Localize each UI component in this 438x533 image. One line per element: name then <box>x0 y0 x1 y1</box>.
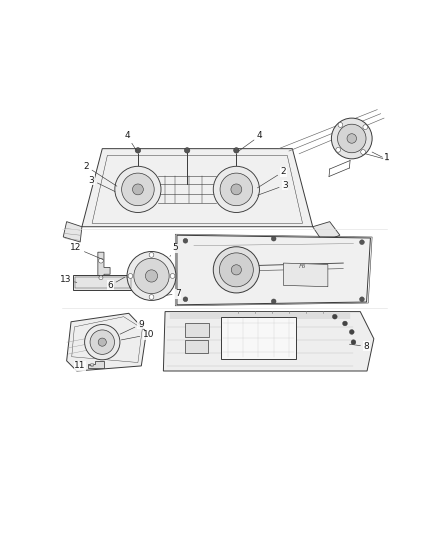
Polygon shape <box>92 156 303 223</box>
Text: 8: 8 <box>350 342 369 351</box>
Text: 12: 12 <box>70 244 103 260</box>
Circle shape <box>351 340 356 344</box>
Circle shape <box>135 148 141 153</box>
Circle shape <box>99 259 103 263</box>
Circle shape <box>231 184 242 195</box>
Polygon shape <box>72 317 142 362</box>
Polygon shape <box>163 312 374 371</box>
Circle shape <box>149 253 154 257</box>
Circle shape <box>90 330 114 354</box>
Circle shape <box>184 148 190 153</box>
Text: 9: 9 <box>120 320 144 334</box>
Text: 13: 13 <box>60 276 77 285</box>
Circle shape <box>183 238 188 243</box>
Text: F6: F6 <box>299 264 307 269</box>
Text: 1: 1 <box>384 155 390 163</box>
Text: 4: 4 <box>239 132 262 151</box>
Polygon shape <box>74 275 133 289</box>
Text: 7: 7 <box>166 289 181 298</box>
Polygon shape <box>133 279 137 285</box>
Circle shape <box>360 240 364 245</box>
Polygon shape <box>313 222 340 242</box>
Circle shape <box>338 123 343 127</box>
Circle shape <box>132 184 143 195</box>
Circle shape <box>332 314 337 319</box>
Text: 6: 6 <box>107 277 125 290</box>
Text: 11: 11 <box>74 361 93 370</box>
Circle shape <box>98 338 106 346</box>
Polygon shape <box>98 252 110 288</box>
Circle shape <box>271 236 276 241</box>
Polygon shape <box>88 361 104 368</box>
Text: 5: 5 <box>170 244 178 256</box>
Circle shape <box>360 297 364 302</box>
Polygon shape <box>221 317 296 359</box>
Circle shape <box>122 173 154 206</box>
Polygon shape <box>63 222 82 242</box>
Circle shape <box>149 295 154 300</box>
Text: 2: 2 <box>84 162 117 186</box>
Circle shape <box>134 259 169 294</box>
Circle shape <box>115 166 161 213</box>
Circle shape <box>170 273 175 278</box>
Circle shape <box>343 321 347 326</box>
Text: 3: 3 <box>258 181 288 195</box>
Circle shape <box>336 148 341 152</box>
Circle shape <box>350 329 354 334</box>
Polygon shape <box>67 313 146 371</box>
Text: 10: 10 <box>121 330 155 340</box>
Text: 3: 3 <box>88 175 115 191</box>
Circle shape <box>231 265 241 275</box>
Circle shape <box>145 270 158 282</box>
Circle shape <box>128 273 133 278</box>
Circle shape <box>213 166 259 213</box>
Circle shape <box>90 363 94 367</box>
Circle shape <box>271 299 276 304</box>
Polygon shape <box>185 341 208 353</box>
Circle shape <box>213 247 259 293</box>
Polygon shape <box>185 324 209 337</box>
Text: 4: 4 <box>124 132 136 150</box>
Polygon shape <box>283 263 328 287</box>
Text: 2: 2 <box>258 167 286 188</box>
Circle shape <box>332 118 372 159</box>
Text: 1: 1 <box>384 152 390 161</box>
Polygon shape <box>82 149 313 227</box>
Circle shape <box>85 325 120 360</box>
Circle shape <box>183 297 188 302</box>
Circle shape <box>361 150 365 155</box>
Circle shape <box>127 252 176 301</box>
Circle shape <box>220 173 253 206</box>
Circle shape <box>363 125 367 130</box>
Circle shape <box>338 124 366 153</box>
Circle shape <box>219 253 253 287</box>
Circle shape <box>233 148 239 153</box>
Circle shape <box>347 134 357 143</box>
Circle shape <box>99 276 103 280</box>
Polygon shape <box>177 235 371 305</box>
